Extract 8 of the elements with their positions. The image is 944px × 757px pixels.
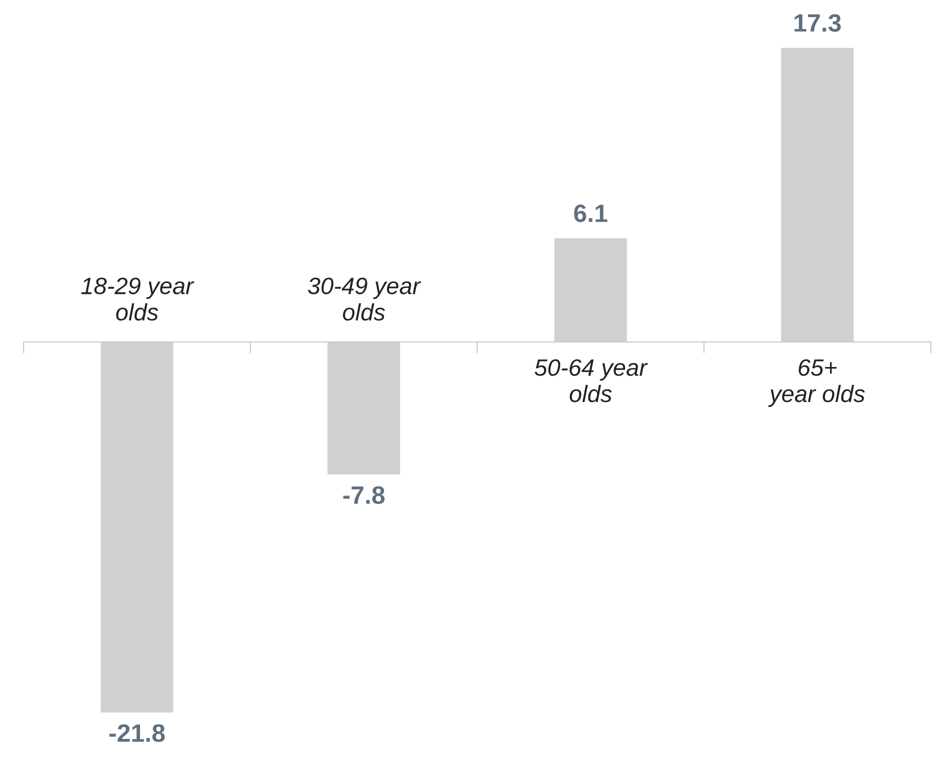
data-label: -21.8	[109, 724, 165, 742]
x-tick-label: 18-29 year olds	[81, 278, 194, 321]
data-label: 6.1	[574, 204, 608, 222]
data-label: 17.3	[794, 14, 841, 32]
data-label: -7.8	[343, 486, 385, 504]
x-tick-label: 30-49 year olds	[308, 278, 422, 321]
x-tick-label: 65+ year olds	[768, 359, 865, 407]
x-tick-label: 50-64 year olds	[534, 359, 648, 402]
